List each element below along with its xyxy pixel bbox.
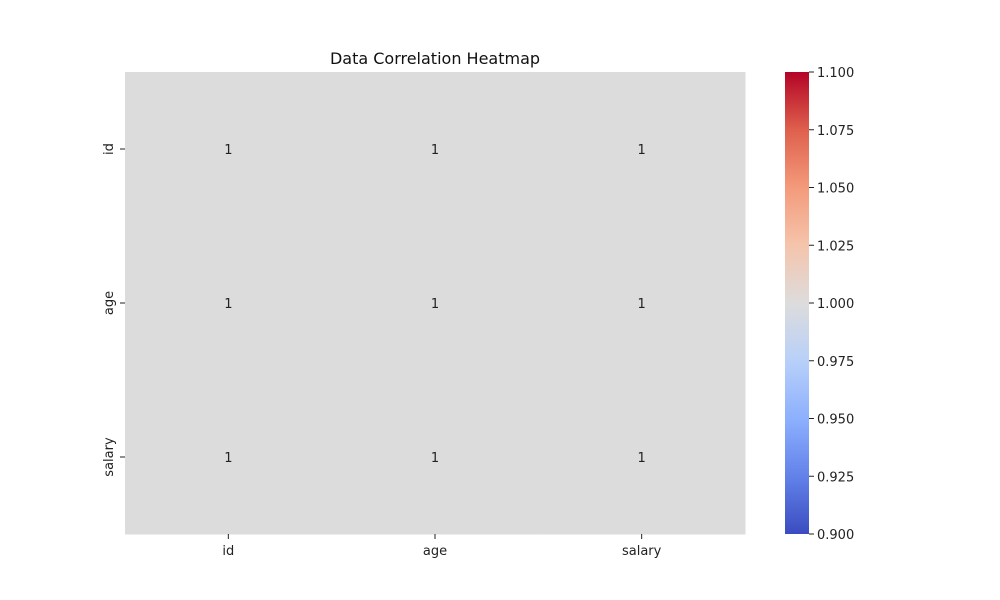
heatmap-cell	[538, 380, 746, 535]
heatmap-cell	[331, 380, 539, 535]
cell-label: 1	[638, 143, 646, 158]
colorbar-tick-label: 1.050	[817, 182, 854, 197]
heatmap-cell	[538, 72, 746, 227]
cell-label: 1	[431, 451, 439, 466]
cell-label: 1	[224, 297, 232, 312]
cell-label: 1	[638, 451, 646, 466]
cell-label: 1	[224, 451, 232, 466]
cell-label: 1	[638, 297, 646, 312]
y-tick-label: id	[102, 143, 117, 155]
x-tick-label: age	[423, 544, 447, 559]
heatmap-cells: 1 1 1 1 1 1 1 1 1	[125, 72, 746, 535]
cell-label: 1	[224, 143, 232, 158]
colorbar-tick-label: 1.100	[817, 66, 854, 81]
y-tick-label: salary	[102, 437, 117, 477]
colorbar: 0.900 0.925 0.950 0.975 1.000 1.025 1.050 1.075…	[785, 66, 854, 543]
heatmap-cell	[125, 380, 333, 535]
x-tick-label: id	[222, 544, 234, 559]
colorbar-tick-label: 1.075	[817, 124, 854, 139]
heatmap-cell	[125, 226, 333, 381]
y-axis: id age salary	[102, 143, 125, 477]
cell-label: 1	[431, 297, 439, 312]
cell-label: 1	[431, 143, 439, 158]
colorbar-scale	[785, 72, 809, 534]
colorbar-tick-label: 1.000	[817, 297, 854, 312]
x-axis: id age salary	[222, 534, 662, 559]
colorbar-tick-label: 0.925	[817, 470, 854, 485]
y-tick-label: age	[102, 291, 117, 315]
colorbar-tick-label: 0.900	[817, 528, 854, 543]
heatmap-cell	[538, 226, 746, 381]
heatmap-cell	[331, 226, 539, 381]
x-tick-label: salary	[622, 544, 662, 559]
colorbar-tick-label: 0.975	[817, 355, 854, 370]
chart-title: Data Correlation Heatmap	[330, 49, 540, 68]
colorbar-tick-label: 0.950	[817, 413, 854, 428]
heatmap-cell	[125, 72, 333, 227]
colorbar-tick-label: 1.025	[817, 239, 854, 254]
heatmap-cell	[331, 72, 539, 227]
